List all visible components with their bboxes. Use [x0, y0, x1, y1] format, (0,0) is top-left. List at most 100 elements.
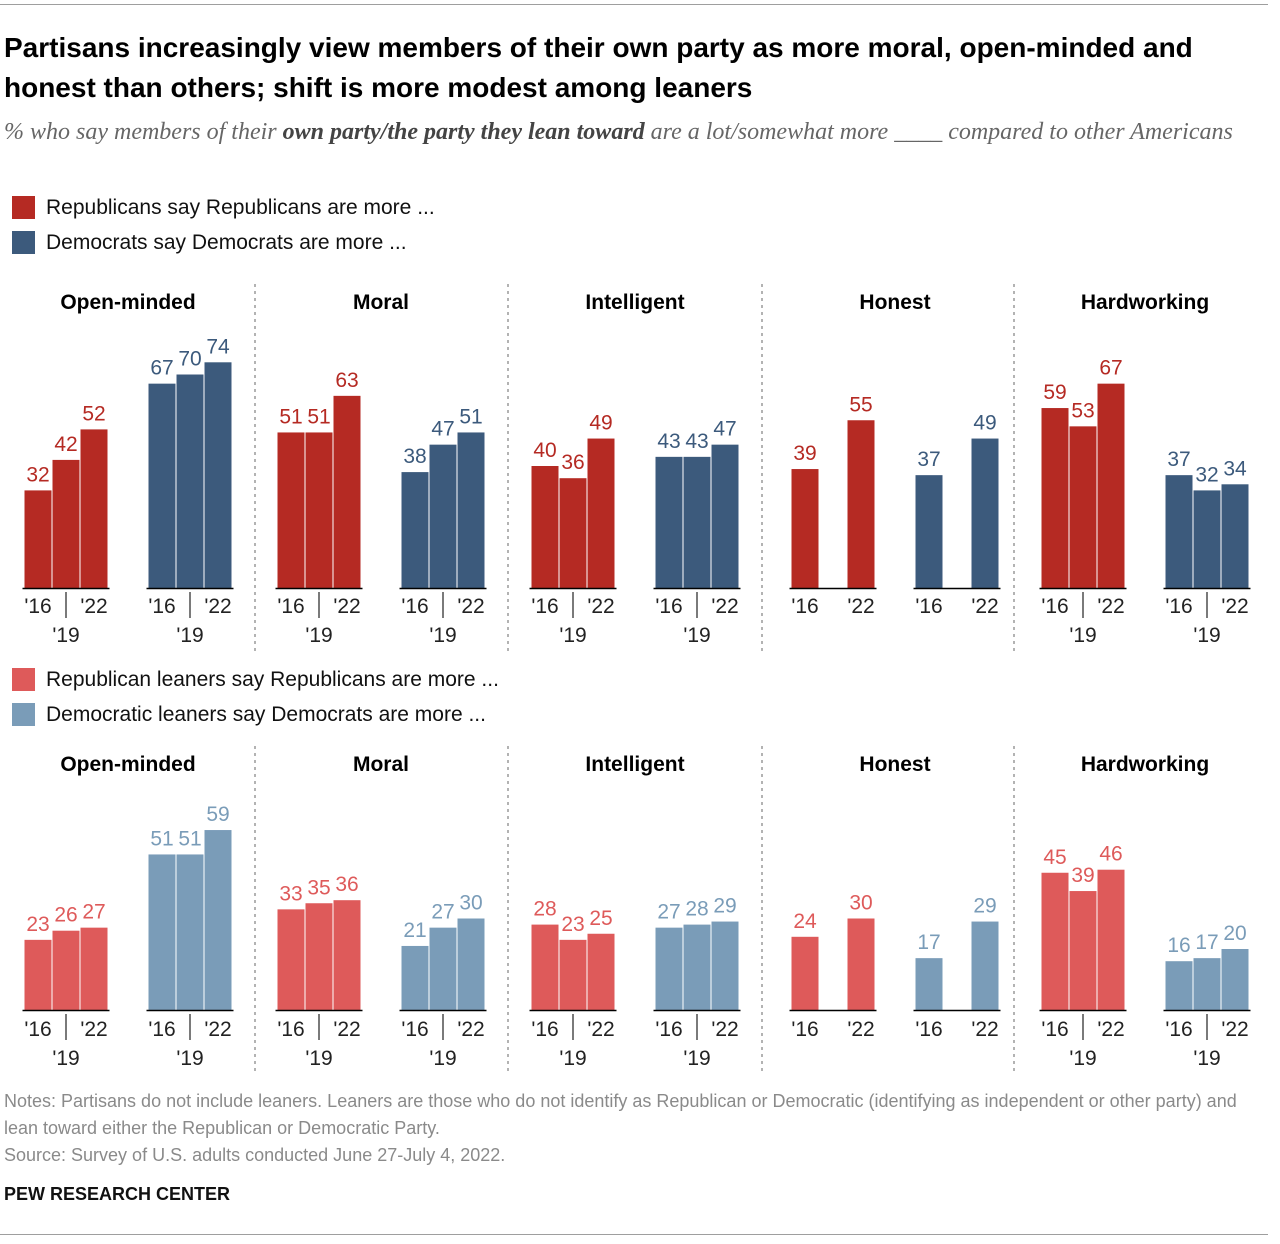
bar-open-minded-democrat-16	[148, 383, 176, 588]
year-label-hardworking-democrat_leaner-19: '19	[1193, 1047, 1220, 1070]
panel-title-intelligent: Intelligent	[585, 753, 684, 776]
year-label-honest-republican_leaner-16: '16	[791, 1018, 818, 1041]
value-label-intelligent-republican-22: 49	[589, 412, 612, 435]
year-label-open-minded-democrat_leaner-19: '19	[176, 1047, 203, 1070]
value-label-hardworking-democrat-16: 37	[1167, 448, 1190, 471]
bar-open-minded-republican_leaner-19	[52, 930, 80, 1010]
year-label-hardworking-democrat-19: '19	[1193, 624, 1220, 647]
bar-intelligent-republican-22	[587, 438, 615, 588]
value-label-moral-democrat-16: 38	[403, 445, 426, 468]
value-label-honest-republican-16: 39	[793, 442, 816, 465]
value-label-hardworking-democrat_leaner-22: 20	[1223, 922, 1246, 945]
bar-open-minded-democrat_leaner-22	[204, 830, 232, 1010]
subtitle-tail: are a lot/somewhat more ____ compared to…	[644, 119, 1233, 145]
bar-hardworking-democrat_leaner-22	[1221, 949, 1249, 1010]
panel-title-open-minded: Open-minded	[60, 753, 195, 776]
year-label-intelligent-republican_leaner-22: '22	[587, 1018, 614, 1041]
value-label-honest-democrat-16: 37	[917, 448, 940, 471]
bar-moral-democrat_leaner-22	[457, 918, 485, 1010]
year-label-moral-democrat-19: '19	[429, 624, 456, 647]
value-label-open-minded-democrat-19: 70	[178, 348, 201, 371]
org-credit: PEW RESEARCH CENTER	[4, 1184, 231, 1204]
value-label-hardworking-republican_leaner-22: 46	[1099, 843, 1122, 866]
value-label-moral-democrat-19: 47	[431, 418, 454, 441]
value-label-intelligent-democrat-19: 43	[685, 430, 708, 453]
panel-title-hardworking: Hardworking	[1081, 753, 1209, 776]
bar-moral-democrat_leaner-16	[401, 945, 429, 1010]
value-label-intelligent-democrat_leaner-22: 29	[713, 895, 736, 918]
bar-honest-democrat_leaner-22	[971, 921, 999, 1010]
year-label-intelligent-democrat-19: '19	[683, 624, 710, 647]
value-label-open-minded-republican_leaner-16: 23	[26, 913, 49, 936]
bar-honest-democrat-22	[971, 438, 999, 588]
year-label-hardworking-republican_leaner-19: '19	[1069, 1047, 1096, 1070]
panel-title-moral: Moral	[353, 753, 409, 776]
bottom-rule	[0, 1234, 1268, 1235]
value-label-moral-democrat_leaner-19: 27	[431, 901, 454, 924]
bar-honest-republican_leaner-22	[847, 918, 875, 1010]
value-label-open-minded-democrat_leaner-22: 59	[206, 803, 229, 826]
year-label-open-minded-republican_leaner-16: '16	[24, 1018, 51, 1041]
bar-hardworking-republican-19	[1069, 426, 1097, 588]
bar-intelligent-democrat_leaner-22	[711, 921, 739, 1010]
year-label-intelligent-republican-19: '19	[559, 624, 586, 647]
panel-title-hardworking: Hardworking	[1081, 291, 1209, 314]
year-label-moral-democrat_leaner-19: '19	[429, 1047, 456, 1070]
bar-intelligent-democrat_leaner-19	[683, 924, 711, 1010]
bar-moral-republican_leaner-19	[305, 903, 333, 1010]
value-label-moral-republican_leaner-19: 35	[307, 876, 330, 899]
panel-title-honest: Honest	[859, 753, 930, 776]
value-label-open-minded-democrat_leaner-19: 51	[178, 827, 201, 850]
value-label-moral-democrat_leaner-22: 30	[459, 892, 482, 915]
year-label-moral-republican-16: '16	[277, 595, 304, 618]
value-label-moral-republican-16: 51	[279, 405, 302, 428]
legend-label-republican-leaners: Republican leaners say Republicans are m…	[46, 668, 499, 691]
year-label-open-minded-democrat-22: '22	[204, 595, 231, 618]
value-label-intelligent-democrat-16: 43	[657, 430, 680, 453]
year-label-intelligent-republican_leaner-19: '19	[559, 1047, 586, 1070]
bar-honest-democrat-16	[915, 475, 943, 588]
value-label-hardworking-republican-16: 59	[1043, 381, 1066, 404]
bar-open-minded-republican-19	[52, 459, 80, 588]
year-label-open-minded-democrat-19: '19	[176, 624, 203, 647]
year-label-moral-republican-19: '19	[305, 624, 332, 647]
year-label-open-minded-republican_leaner-22: '22	[80, 1018, 107, 1041]
year-label-intelligent-democrat_leaner-19: '19	[683, 1047, 710, 1070]
value-label-open-minded-republican_leaner-19: 26	[54, 904, 77, 927]
year-label-hardworking-democrat-22: '22	[1221, 595, 1248, 618]
value-label-hardworking-republican_leaner-16: 45	[1043, 846, 1066, 869]
legend-label-republicans: Republicans say Republicans are more ...	[46, 196, 435, 219]
bar-hardworking-republican_leaner-22	[1097, 869, 1125, 1010]
bar-hardworking-republican_leaner-19	[1069, 891, 1097, 1010]
leaners-chart: Open-minded 23 '16 26 '19 27 '22 51 '16 51 '19 59 '2…	[22, 746, 1251, 1075]
year-label-honest-democrat-22: '22	[971, 595, 998, 618]
top-rule	[0, 4, 1268, 5]
year-label-honest-republican-16: '16	[791, 595, 818, 618]
year-label-hardworking-republican-22: '22	[1097, 595, 1124, 618]
partisans-chart: Open-minded 32 '16 42 '19 52 '22 67 '16 70 '19 74 '2…	[22, 284, 1251, 652]
year-label-honest-democrat_leaner-22: '22	[971, 1018, 998, 1041]
year-label-moral-republican_leaner-22: '22	[333, 1018, 360, 1041]
year-label-moral-republican-22: '22	[333, 595, 360, 618]
bar-intelligent-democrat_leaner-16	[655, 927, 683, 1010]
subtitle-emphasis: own party/the party they lean toward	[282, 119, 645, 145]
bar-moral-republican-16	[277, 432, 305, 588]
bar-honest-republican-22	[847, 420, 875, 588]
value-label-hardworking-democrat-22: 34	[1223, 457, 1247, 480]
year-label-open-minded-republican-22: '22	[80, 595, 107, 618]
value-label-moral-republican_leaner-22: 36	[335, 873, 358, 896]
value-label-honest-democrat_leaner-16: 17	[917, 931, 940, 954]
year-label-hardworking-democrat_leaner-16: '16	[1165, 1018, 1192, 1041]
year-label-open-minded-republican-16: '16	[24, 595, 51, 618]
year-label-intelligent-republican_leaner-16: '16	[531, 1018, 558, 1041]
year-label-hardworking-democrat-16: '16	[1165, 595, 1192, 618]
bar-hardworking-democrat-22	[1221, 484, 1249, 588]
value-label-honest-republican_leaner-22: 30	[849, 892, 872, 915]
bar-intelligent-democrat-19	[683, 456, 711, 588]
year-label-honest-democrat_leaner-16: '16	[915, 1018, 942, 1041]
chart-source: Source: Survey of U.S. adults conducted …	[4, 1145, 506, 1165]
value-label-open-minded-republican-16: 32	[26, 463, 49, 486]
value-label-hardworking-democrat_leaner-16: 16	[1167, 934, 1190, 957]
value-label-open-minded-democrat_leaner-16: 51	[150, 827, 173, 850]
bar-intelligent-democrat-16	[655, 456, 683, 588]
